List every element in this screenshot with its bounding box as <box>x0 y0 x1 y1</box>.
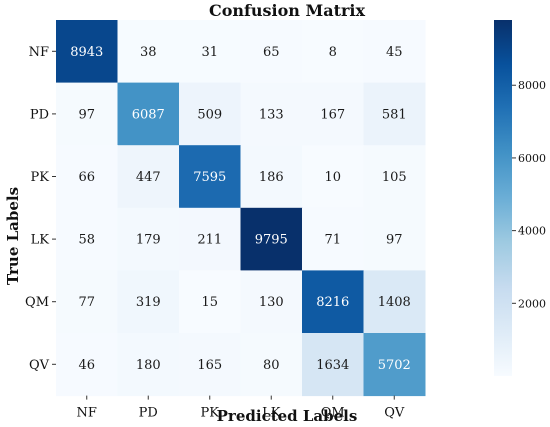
heatmap-cell <box>302 20 364 84</box>
cell-value-label: 180 <box>136 358 161 373</box>
heatmap-cell <box>302 333 364 397</box>
chart-title: Confusion Matrix <box>209 1 365 20</box>
cell-value-label: 211 <box>197 233 222 248</box>
cell-value-label: 8 <box>329 45 337 60</box>
heatmap-cell <box>240 145 303 209</box>
cell-value-label: 6087 <box>132 107 165 122</box>
heatmap-cell <box>179 333 241 397</box>
cell-value-label: 15 <box>201 295 218 310</box>
cell-value-label: 80 <box>263 358 280 373</box>
heatmap-cell <box>179 20 241 84</box>
cell-value-label: 77 <box>78 295 95 310</box>
y-tick-label: PK <box>31 170 50 185</box>
heatmap-cell <box>302 145 364 209</box>
heatmap-cell <box>117 82 180 146</box>
cell-value-label: 46 <box>78 358 95 373</box>
y-tick-label: QV <box>29 358 50 373</box>
y-tick-label: NF <box>29 45 49 60</box>
heatmap-cell <box>363 207 426 271</box>
colorbar-tick-label: 8000 <box>518 79 546 92</box>
cell-value-label: 179 <box>136 233 161 248</box>
heatmap-cell <box>179 145 241 209</box>
cell-value-label: 130 <box>259 295 284 310</box>
cell-value-label: 97 <box>78 107 95 122</box>
colorbar-ticks: 2000 4000 6000 8000 <box>512 79 546 310</box>
heatmap-cell <box>117 270 180 334</box>
cell-value-label: 65 <box>263 45 280 60</box>
cell-value-label: 8943 <box>70 45 103 60</box>
cell-value-label: 186 <box>259 170 284 185</box>
heatmap-cell <box>240 333 303 397</box>
heatmap-cell <box>363 333 426 397</box>
x-tick-label: PD <box>139 406 158 421</box>
heatmap-cell <box>56 20 118 84</box>
cell-value-label: 38 <box>140 45 157 60</box>
x-tick-label: NF <box>77 406 97 421</box>
heatmap-cell <box>363 270 426 334</box>
heatmap-cell <box>56 333 118 397</box>
y-axis-label: True Labels <box>4 187 22 285</box>
cell-value-label: 581 <box>382 107 407 122</box>
y-tick-label: QM <box>25 295 49 310</box>
cell-value-label: 1408 <box>378 295 411 310</box>
cell-value-label: 133 <box>259 107 284 122</box>
heatmap-cell <box>363 82 426 146</box>
cell-value-label: 66 <box>78 170 95 185</box>
cell-value-label: 165 <box>197 358 222 373</box>
heatmap-cell <box>56 82 118 146</box>
heatmap-cell <box>302 270 364 334</box>
cell-value-label: 319 <box>136 295 161 310</box>
heatmap-cell <box>363 20 426 84</box>
colorbar-tick-label: 2000 <box>518 297 546 310</box>
heatmap-cell <box>117 333 180 397</box>
x-axis-ticks: NF PD PK LK QM QV <box>77 395 405 421</box>
y-axis-ticks: NF PD PK LK QM QV <box>25 45 56 373</box>
cell-value-label: 509 <box>197 107 222 122</box>
heatmap-cell <box>240 207 303 271</box>
cell-value-label: 45 <box>386 45 403 60</box>
heatmap-cells: 8943 38 31 65 8 45 97 6087 509 133 167 581 66 447 7595… <box>56 20 426 397</box>
cell-value-label: 97 <box>386 233 403 248</box>
x-tick-label: PK <box>201 406 220 421</box>
cell-value-label: 5702 <box>378 358 411 373</box>
cell-value-label: 7595 <box>193 170 226 185</box>
y-tick-label: PD <box>30 107 49 122</box>
heatmap-cell <box>363 145 426 209</box>
cell-value-label: 71 <box>324 233 341 248</box>
colorbar <box>494 20 512 376</box>
cell-value-label: 10 <box>324 170 341 185</box>
heatmap-cell <box>240 270 303 334</box>
x-tick-label: QM <box>321 406 345 421</box>
cell-value-label: 447 <box>136 170 161 185</box>
heatmap-cell <box>302 207 364 271</box>
colorbar-tick-label: 6000 <box>518 152 546 165</box>
heatmap-cell <box>240 82 303 146</box>
y-tick-label: LK <box>31 233 50 248</box>
cell-value-label: 9795 <box>255 233 288 248</box>
x-axis-label: Predicted Labels <box>217 407 358 425</box>
cell-value-label: 31 <box>201 45 218 60</box>
colorbar-tick-label: 4000 <box>518 225 546 238</box>
heatmap-cell <box>56 145 118 209</box>
x-tick-label: LK <box>262 406 281 421</box>
cell-value-label: 58 <box>78 233 95 248</box>
cell-value-label: 1634 <box>316 358 349 373</box>
heatmap-cell <box>179 82 241 146</box>
cell-value-label: 105 <box>382 170 407 185</box>
cell-value-label: 8216 <box>316 295 349 310</box>
heatmap-cell <box>117 207 180 271</box>
heatmap-cell <box>117 20 180 84</box>
heatmap-cell <box>179 270 241 334</box>
heatmap-cell <box>179 207 241 271</box>
x-tick-label: QV <box>384 406 405 421</box>
heatmap-cell <box>56 207 118 271</box>
heatmap-cell <box>56 270 118 334</box>
heatmap-cell <box>117 145 180 209</box>
heatmap-cell <box>302 82 364 146</box>
cell-value-label: 167 <box>320 107 345 122</box>
heatmap-cell <box>240 20 303 84</box>
